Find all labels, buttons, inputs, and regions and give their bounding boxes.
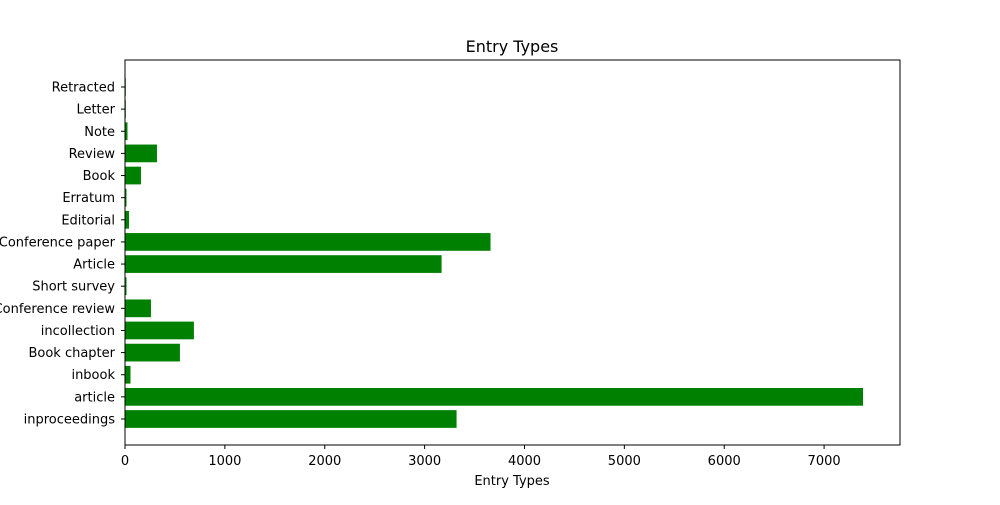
bar bbox=[125, 299, 151, 318]
y-tick-label: Retracted bbox=[52, 81, 115, 96]
y-tick-label: Conference paper bbox=[0, 235, 116, 250]
x-tick-label: 1000 bbox=[208, 454, 241, 469]
chart-title: Entry Types bbox=[466, 37, 559, 56]
y-tick-label: Review bbox=[69, 147, 116, 162]
bar bbox=[125, 388, 864, 406]
bar bbox=[125, 365, 131, 384]
bar bbox=[125, 233, 491, 251]
x-tick-label: 2000 bbox=[308, 454, 341, 469]
y-tick-label: Book chapter bbox=[28, 346, 115, 361]
bar bbox=[125, 122, 128, 141]
y-tick-label: Conference review bbox=[0, 302, 115, 317]
bar bbox=[125, 321, 194, 340]
x-tick-label: 3000 bbox=[408, 454, 441, 469]
x-tick-label: 4000 bbox=[508, 454, 541, 469]
y-tick-label: Editorial bbox=[61, 213, 115, 228]
y-axis: inproceedings article inbook Book chapter in… bbox=[0, 81, 125, 428]
x-tick-label: 0 bbox=[121, 454, 129, 469]
x-axis: 0 1000 2000 3000 4000 5000 6000 7000 bbox=[121, 445, 841, 469]
bar bbox=[125, 144, 157, 163]
bar bbox=[125, 166, 141, 185]
bar bbox=[125, 210, 129, 229]
plot-frame bbox=[124, 59, 901, 446]
x-axis-label: Entry Types bbox=[474, 474, 550, 489]
y-tick-label: Note bbox=[84, 125, 115, 140]
x-tick-label: 5000 bbox=[608, 454, 641, 469]
bar bbox=[125, 188, 127, 207]
bar bbox=[125, 255, 442, 273]
y-tick-label: inproceedings bbox=[24, 413, 116, 428]
y-tick-label: Article bbox=[73, 258, 115, 273]
y-tick-label: Short survey bbox=[32, 280, 115, 295]
x-tick-label: 7000 bbox=[808, 454, 841, 469]
y-tick-label: Book bbox=[83, 169, 116, 184]
bar bbox=[125, 343, 180, 362]
bar bbox=[125, 277, 127, 296]
y-tick-label: inbook bbox=[71, 368, 115, 383]
y-tick-label: article bbox=[74, 390, 115, 405]
y-tick-label: incollection bbox=[41, 324, 115, 339]
y-tick-label: Erratum bbox=[62, 191, 115, 206]
y-tick-label: Letter bbox=[76, 103, 115, 118]
bar bbox=[125, 410, 457, 428]
x-tick-label: 6000 bbox=[708, 454, 741, 469]
bars-layer bbox=[125, 78, 864, 428]
